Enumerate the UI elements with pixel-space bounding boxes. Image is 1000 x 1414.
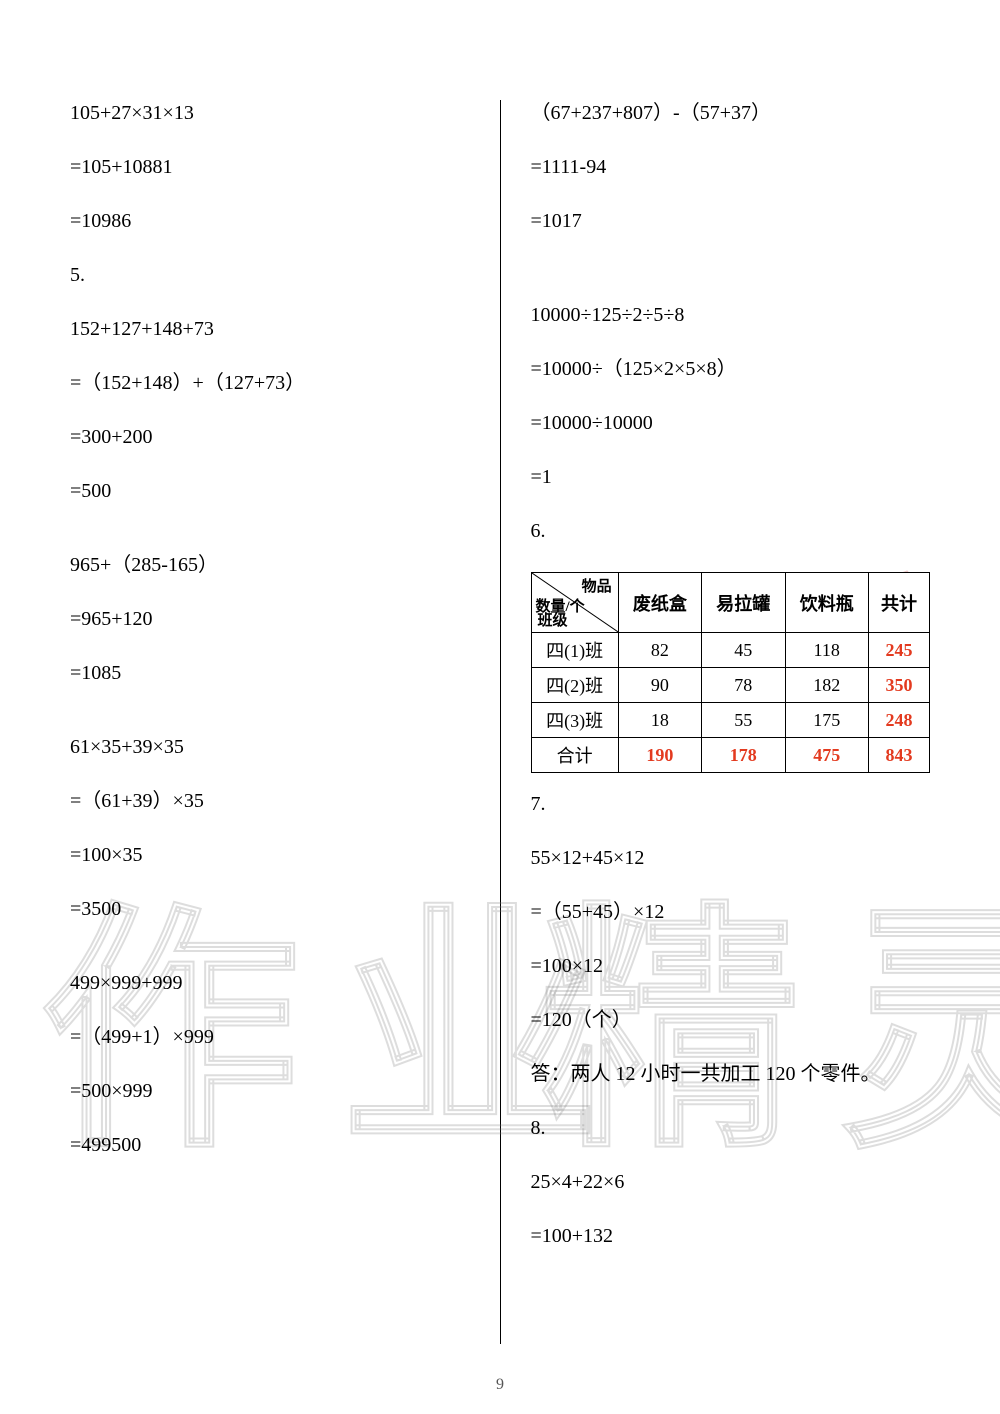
diag-top-label: 物品 [582, 575, 612, 596]
math-line: 25×4+22×6 [531, 1169, 931, 1195]
table-cell: 45 [702, 633, 785, 668]
math-line: =100+132 [531, 1223, 931, 1249]
table-cell-total: 248 [868, 703, 929, 738]
math-line: =1085 [70, 660, 470, 686]
section-label: 5. [70, 262, 470, 288]
table-sum-row: 合计 190 178 475 843 [531, 738, 930, 773]
table-cell: 90 [618, 668, 701, 703]
math-line: =500×999 [70, 1078, 470, 1104]
math-line: =10000÷（125×2×5×8） [531, 356, 931, 382]
recycling-table: 物品 数量/个 班级 废纸盒 易拉罐 饮料瓶 共计 四(1)班 82 45 11… [531, 572, 931, 773]
math-line: =1017 [531, 208, 931, 234]
math-line: =100×35 [70, 842, 470, 868]
math-line: =105+10881 [70, 154, 470, 180]
math-line: 965+（285-165） [70, 552, 470, 578]
math-line: =1111-94 [531, 154, 931, 180]
math-line: =10000÷10000 [531, 410, 931, 436]
diag-bot-label: 班级 [538, 609, 568, 630]
table-cell: 78 [702, 668, 785, 703]
math-line: =499500 [70, 1132, 470, 1158]
math-line: =500 [70, 478, 470, 504]
math-line: =（61+39）×35 [70, 788, 470, 814]
section-label: 7. [531, 791, 931, 817]
math-line: 105+27×31×13 [70, 100, 470, 126]
table-sum-cell: 475 [785, 738, 868, 773]
table-cell: 55 [702, 703, 785, 738]
left-column: 105+27×31×13 =105+10881 =10986 5. 152+12… [70, 100, 500, 1344]
table-cell: 175 [785, 703, 868, 738]
table-col-header: 饮料瓶 [785, 573, 868, 633]
math-line: =10986 [70, 208, 470, 234]
table-cell: 182 [785, 668, 868, 703]
math-line: =965+120 [70, 606, 470, 632]
math-line: =3500 [70, 896, 470, 922]
table-cell: 118 [785, 633, 868, 668]
page-number: 9 [496, 1376, 504, 1394]
math-line: 55×12+45×12 [531, 845, 931, 871]
math-line: 61×35+39×35 [70, 734, 470, 760]
table-cell-total: 245 [868, 633, 929, 668]
table-col-header: 共计 [868, 573, 929, 633]
table-col-header: 易拉罐 [702, 573, 785, 633]
table-cell: 82 [618, 633, 701, 668]
math-line: =120（个） [531, 1007, 931, 1033]
section-label: 8. [531, 1115, 931, 1141]
table-col-header: 废纸盒 [618, 573, 701, 633]
table-sum-cell: 178 [702, 738, 785, 773]
table-cell: 18 [618, 703, 701, 738]
math-line: =1 [531, 464, 931, 490]
answer-text: 答：两人 12 小时一共加工 120 个零件。 [531, 1061, 931, 1087]
section-label: 6. [531, 518, 931, 544]
table-row-label: 四(2)班 [531, 668, 618, 703]
math-line: =（55+45）×12 [531, 899, 931, 925]
table-row-label: 四(1)班 [531, 633, 618, 668]
math-line: 499×999+999 [70, 970, 470, 996]
math-line: 152+127+148+73 [70, 316, 470, 342]
table-sum-label: 合计 [531, 738, 618, 773]
math-line: =（499+1）×999 [70, 1024, 470, 1050]
table-sum-cell: 190 [618, 738, 701, 773]
math-line: （67+237+807）-（57+37） [531, 100, 931, 126]
table-diag-header: 物品 数量/个 班级 [531, 573, 618, 633]
table-row: 四(3)班 18 55 175 248 [531, 703, 930, 738]
page: 作业 精灵 作业精灵小能手 105+27×31×13 =105+10881 =1… [0, 0, 1000, 1414]
table-row: 四(2)班 90 78 182 350 [531, 668, 930, 703]
table-sum-cell: 843 [868, 738, 929, 773]
table-cell-total: 350 [868, 668, 929, 703]
right-column: （67+237+807）-（57+37） =1111-94 =1017 1000… [501, 100, 931, 1344]
table-header-row: 物品 数量/个 班级 废纸盒 易拉罐 饮料瓶 共计 [531, 573, 930, 633]
two-column-layout: 105+27×31×13 =105+10881 =10986 5. 152+12… [70, 100, 930, 1344]
table-row: 四(1)班 82 45 118 245 [531, 633, 930, 668]
math-line: =300+200 [70, 424, 470, 450]
math-line: =（152+148）+（127+73） [70, 370, 470, 396]
math-line: =100×12 [531, 953, 931, 979]
math-line: 10000÷125÷2÷5÷8 [531, 302, 931, 328]
table-row-label: 四(3)班 [531, 703, 618, 738]
